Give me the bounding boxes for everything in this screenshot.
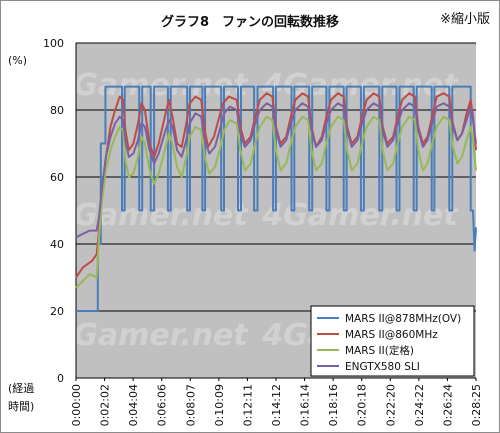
x-tick-label: 0:16:14 [299,384,312,426]
x-tick-label: 0:04:04 [127,384,140,426]
x-tick-label: 0:02:02 [99,384,112,426]
x-tick-label: 0:12:11 [241,384,254,426]
chart-title: グラフ8 ファンの回転数推移 [160,15,340,30]
x-tick-label: 0:18:16 [327,384,340,426]
y-tick-label: 20 [50,305,64,318]
x-tick-label: 0:28:25 [470,384,483,426]
series-line-4 [75,102,477,239]
y-tick-label: 0 [57,372,64,385]
x-tick-label: 0:26:24 [441,384,454,426]
legend-label: MARS II(定格) [345,344,414,357]
series-line-2 [75,92,477,279]
y-tick-label: 40 [50,238,64,251]
x-tick-label: 0:22:20 [384,384,397,426]
series-line-3 [75,115,477,289]
legend-label: MARS II@878MHz(OV) [345,313,461,325]
x-tick-label: 0:06:06 [156,384,169,426]
x-tick-label: 0:24:22 [413,384,426,426]
watermark-text: 4Gamer.net [51,318,249,353]
x-tick-label: 0:00:00 [70,384,83,426]
x-tick-label: 0:10:09 [213,384,226,426]
x-axis-label: (経過時間) [8,382,34,413]
y-axis-label: (%) [8,54,27,67]
x-tick-label: 0:14:12 [270,384,283,426]
y-tick-label: 60 [50,171,64,184]
reduced-version-note: ※縮小版 [440,12,490,27]
x-tick-label: 0:08:07 [184,384,197,426]
x-tick-label: 0:20:18 [356,384,369,426]
y-tick-label: 80 [50,104,64,117]
legend-label: MARS II@860MHz [345,329,438,341]
legend-label: ENGTX580 SLI [345,361,420,373]
y-tick-label: 100 [43,37,64,50]
